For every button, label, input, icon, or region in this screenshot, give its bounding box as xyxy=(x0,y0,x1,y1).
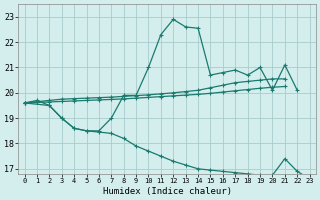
X-axis label: Humidex (Indice chaleur): Humidex (Indice chaleur) xyxy=(103,187,232,196)
